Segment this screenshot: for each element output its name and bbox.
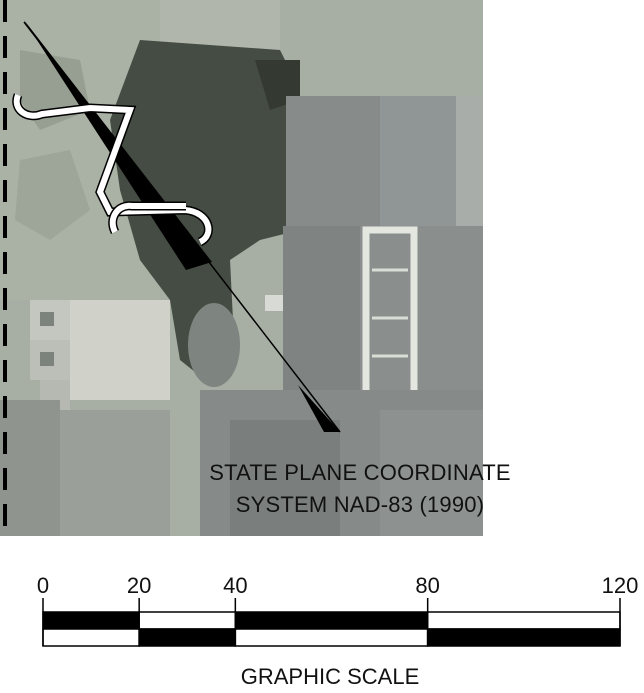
- scale-segment-bottom: [234, 628, 429, 647]
- coordinate-system-line-2: SYSTEM NAD-83 (1990): [235, 492, 485, 517]
- scale-tick-label: 80: [415, 573, 440, 598]
- scale-tick-label: 20: [126, 573, 152, 598]
- scale-segment-top: [426, 611, 621, 630]
- scale-segment-top: [234, 611, 429, 630]
- scale-segment-bottom: [42, 628, 140, 647]
- scale-tick-label: 0: [36, 573, 50, 598]
- scale-segment-bottom: [138, 628, 237, 647]
- scale-segment-top: [138, 611, 237, 630]
- coordinate-system-line-1: STATE PLANE COORDINATE: [209, 460, 511, 485]
- scale-segment-top: [42, 611, 140, 630]
- scale-title: GRAPHIC SCALE: [240, 664, 420, 689]
- scale-tick-label: 120: [601, 573, 639, 598]
- scale-tick-label: 40: [223, 573, 248, 598]
- scale-segment-bottom: [426, 628, 621, 647]
